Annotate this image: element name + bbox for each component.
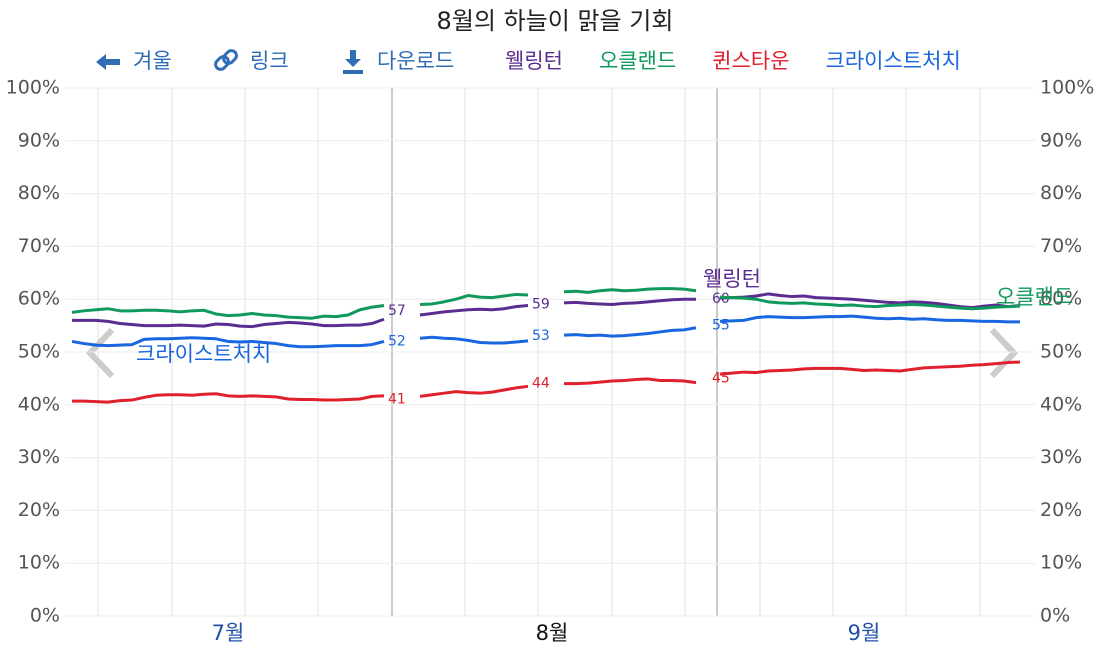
data-label: 52 <box>388 333 406 349</box>
series-annotation: 크라이스트처치 <box>136 342 271 366</box>
y-tick-label: 80% <box>18 182 60 204</box>
y-tick-label: 60% <box>1040 288 1082 310</box>
series-annotation: 오클랜드 <box>996 285 1073 309</box>
legend-entry[interactable]: 크라이스트처치 <box>826 49 961 73</box>
download-icon[interactable] <box>343 50 363 74</box>
y-tick-label: 60% <box>18 288 60 310</box>
y-tick-label: 100% <box>6 77 60 99</box>
nav-button[interactable]: 겨울 <box>133 49 172 73</box>
series-line <box>72 360 1021 404</box>
y-tick-label: 90% <box>1040 129 1082 151</box>
y-tick-label: 70% <box>1040 235 1082 257</box>
legend-entry[interactable]: 퀸스타운 <box>712 49 789 73</box>
chart-title: 8월의 하늘이 맑을 기회 <box>437 7 674 35</box>
y-tick-label: 20% <box>18 499 60 521</box>
data-label: 59 <box>532 296 550 312</box>
series-annotation: 웰링턴 <box>703 267 761 291</box>
x-tick-label: 9월 <box>848 621 881 645</box>
y-tick-label: 40% <box>1040 393 1082 415</box>
y-tick-label: 50% <box>18 341 60 363</box>
y-tick-label: 10% <box>1040 552 1082 574</box>
back-icon[interactable] <box>96 54 120 70</box>
data-label: 57 <box>388 303 406 319</box>
y-tick-label: 40% <box>18 393 60 415</box>
data-label: 53 <box>532 328 550 344</box>
y-tick-label: 20% <box>1040 499 1082 521</box>
y-tick-label: 30% <box>1040 446 1082 468</box>
data-label: 44 <box>532 376 550 392</box>
x-tick-label: 7월 <box>212 621 245 645</box>
y-tick-label: 10% <box>18 552 60 574</box>
series-line <box>72 292 1021 329</box>
y-tick-label: 70% <box>18 235 60 257</box>
y-tick-label: 30% <box>18 446 60 468</box>
series-line <box>71 314 1020 349</box>
next-arrow[interactable] <box>989 327 1019 379</box>
y-tick-label: 100% <box>1040 77 1094 99</box>
y-tick-label: 80% <box>1040 182 1082 204</box>
y-tick-label: 0% <box>1040 605 1070 627</box>
prev-arrow[interactable] <box>85 327 115 379</box>
series-line <box>71 287 1021 320</box>
legend-entry[interactable]: 오클랜드 <box>599 49 676 73</box>
nav-button[interactable]: 링크 <box>250 49 289 73</box>
y-tick-label: 0% <box>30 605 60 627</box>
legend-entry[interactable]: 웰링턴 <box>505 49 563 73</box>
nav: 겨울 링크 다운로드 <box>96 49 454 74</box>
x-tick-label: 8월 <box>536 621 569 645</box>
link-icon[interactable] <box>214 49 239 72</box>
y-tick-label: 90% <box>18 129 60 151</box>
data-label: 41 <box>388 392 406 408</box>
nav-button[interactable]: 다운로드 <box>377 49 454 73</box>
y-tick-label: 50% <box>1040 341 1082 363</box>
